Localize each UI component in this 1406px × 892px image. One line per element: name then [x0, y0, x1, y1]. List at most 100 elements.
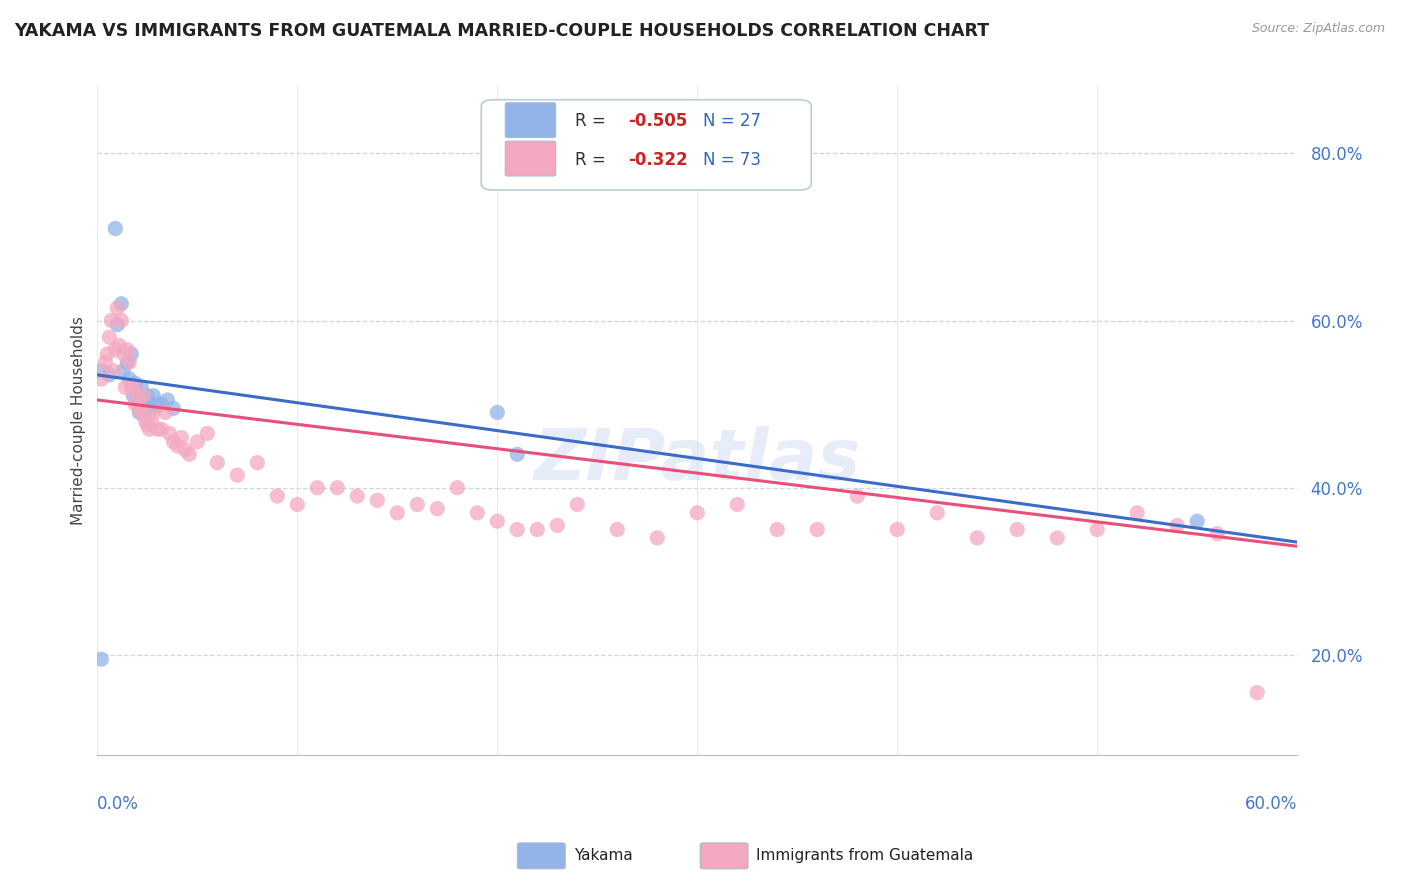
Point: [98, 330, 121, 344]
Point: [506, 523, 529, 537]
Point: [285, 498, 308, 512]
Point: [162, 401, 184, 416]
Point: [927, 506, 949, 520]
Point: [326, 481, 349, 495]
Point: [134, 414, 156, 428]
Point: [606, 523, 628, 537]
Point: [846, 489, 869, 503]
Point: [146, 422, 169, 436]
Point: [98, 368, 121, 382]
Point: [141, 414, 163, 428]
Point: [131, 405, 153, 419]
Point: [112, 347, 135, 361]
Point: [406, 498, 429, 512]
Point: [90, 372, 112, 386]
Point: [1005, 523, 1028, 537]
Y-axis label: Married-couple Households: Married-couple Households: [72, 317, 86, 525]
Point: [90, 652, 112, 666]
Text: Immigrants from Guatemala: Immigrants from Guatemala: [756, 848, 974, 863]
Point: [686, 506, 709, 520]
FancyBboxPatch shape: [481, 100, 811, 190]
Point: [966, 531, 988, 545]
Point: [156, 392, 179, 407]
Point: [155, 405, 177, 419]
Point: [886, 523, 908, 537]
Point: [146, 397, 169, 411]
Point: [1246, 685, 1268, 699]
Point: [128, 405, 150, 419]
Point: [112, 364, 135, 378]
Point: [136, 417, 159, 432]
Point: [1085, 523, 1108, 537]
Point: [157, 426, 180, 441]
Point: [1185, 514, 1208, 528]
Point: [567, 498, 589, 512]
Point: [104, 221, 127, 235]
Text: N = 73: N = 73: [703, 151, 761, 169]
Point: [104, 343, 127, 357]
Point: [94, 355, 117, 369]
Point: [446, 481, 468, 495]
Point: [118, 355, 141, 369]
Text: -0.322: -0.322: [627, 151, 688, 169]
Point: [179, 447, 201, 461]
Point: [124, 376, 146, 391]
Point: [526, 523, 548, 537]
Point: [1206, 526, 1229, 541]
Point: [136, 389, 159, 403]
Point: [546, 518, 568, 533]
Point: [426, 501, 449, 516]
Point: [96, 347, 118, 361]
Point: [162, 434, 184, 449]
Point: [142, 405, 165, 419]
Point: [266, 489, 288, 503]
Point: [138, 397, 160, 411]
Point: [766, 523, 789, 537]
Point: [120, 347, 142, 361]
Point: [645, 531, 668, 545]
Text: Yakama: Yakama: [574, 848, 633, 863]
Point: [131, 380, 153, 394]
Point: [465, 506, 488, 520]
Point: [725, 498, 748, 512]
Point: [100, 313, 122, 327]
Point: [118, 372, 141, 386]
Point: [150, 422, 173, 436]
Point: [105, 318, 128, 332]
Point: [90, 364, 112, 378]
Point: [117, 343, 139, 357]
Text: 0.0%: 0.0%: [97, 796, 139, 814]
Point: [124, 397, 146, 411]
FancyBboxPatch shape: [505, 103, 555, 137]
Point: [346, 489, 368, 503]
Point: [387, 506, 409, 520]
Point: [120, 380, 142, 394]
Text: YAKAMA VS IMMIGRANTS FROM GUATEMALA MARRIED-COUPLE HOUSEHOLDS CORRELATION CHART: YAKAMA VS IMMIGRANTS FROM GUATEMALA MARR…: [14, 22, 990, 40]
Point: [117, 355, 139, 369]
Point: [150, 397, 173, 411]
Text: 60.0%: 60.0%: [1244, 796, 1298, 814]
Point: [141, 401, 163, 416]
Point: [132, 389, 155, 403]
Point: [166, 439, 188, 453]
Point: [132, 392, 155, 407]
Point: [486, 514, 509, 528]
Point: [186, 434, 208, 449]
Point: [1046, 531, 1069, 545]
Point: [170, 431, 193, 445]
Point: [1166, 518, 1188, 533]
Point: [207, 456, 229, 470]
Point: [122, 389, 145, 403]
Text: -0.505: -0.505: [627, 112, 688, 130]
Point: [142, 389, 165, 403]
FancyBboxPatch shape: [505, 141, 555, 176]
Point: [127, 389, 149, 403]
Point: [110, 297, 132, 311]
Point: [122, 380, 145, 394]
Point: [105, 301, 128, 315]
Point: [174, 443, 197, 458]
Point: [806, 523, 828, 537]
Point: [307, 481, 329, 495]
Point: [127, 389, 149, 403]
Point: [110, 313, 132, 327]
